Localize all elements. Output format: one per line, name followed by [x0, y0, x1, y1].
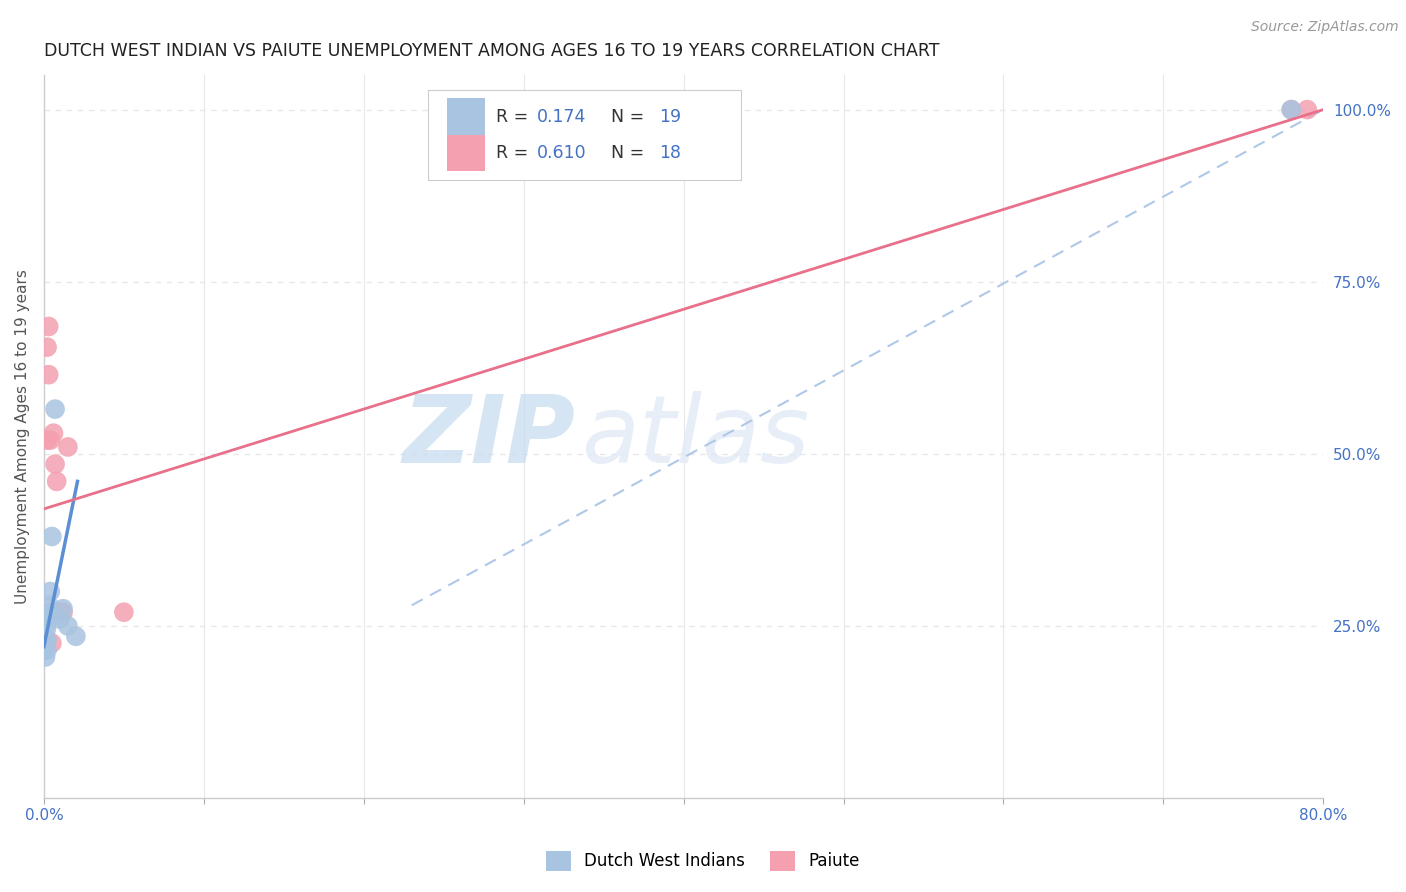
Point — [52, 601, 75, 615]
Text: N =: N = — [600, 145, 650, 162]
Point — [56, 440, 79, 454]
Point — [34, 640, 56, 654]
Point — [1279, 103, 1302, 117]
Point — [41, 636, 63, 650]
Point — [45, 475, 67, 489]
Point — [38, 599, 60, 613]
Text: R =: R = — [495, 145, 533, 162]
Text: Source: ZipAtlas.com: Source: ZipAtlas.com — [1251, 20, 1399, 34]
Text: 0.610: 0.610 — [537, 145, 586, 162]
Point — [34, 636, 56, 650]
FancyBboxPatch shape — [427, 90, 741, 180]
Point — [38, 319, 60, 334]
Point — [1279, 103, 1302, 117]
Text: DUTCH WEST INDIAN VS PAIUTE UNEMPLOYMENT AMONG AGES 16 TO 19 YEARS CORRELATION C: DUTCH WEST INDIAN VS PAIUTE UNEMPLOYMENT… — [44, 42, 939, 60]
Point — [34, 643, 56, 657]
Point — [1296, 103, 1319, 117]
Text: 18: 18 — [659, 145, 682, 162]
FancyBboxPatch shape — [447, 98, 485, 135]
Y-axis label: Unemployment Among Ages 16 to 19 years: Unemployment Among Ages 16 to 19 years — [15, 269, 30, 604]
Point — [44, 402, 66, 417]
Point — [42, 426, 65, 441]
Point — [39, 584, 62, 599]
Point — [34, 649, 56, 664]
Point — [35, 340, 58, 354]
Text: atlas: atlas — [581, 391, 810, 483]
Point — [38, 608, 60, 623]
Point — [49, 605, 72, 619]
Point — [56, 619, 79, 633]
Point — [42, 608, 65, 623]
Point — [38, 368, 60, 382]
Point — [49, 612, 72, 626]
Point — [34, 643, 56, 657]
Point — [35, 615, 58, 630]
Point — [65, 629, 87, 643]
Text: 19: 19 — [659, 108, 682, 126]
Text: ZIP: ZIP — [402, 391, 575, 483]
Point — [44, 457, 66, 471]
Point — [34, 636, 56, 650]
Text: R =: R = — [495, 108, 533, 126]
Point — [41, 529, 63, 543]
Point — [39, 605, 62, 619]
Point — [52, 605, 75, 619]
Text: N =: N = — [600, 108, 650, 126]
Legend: Dutch West Indians, Paiute: Dutch West Indians, Paiute — [537, 842, 869, 880]
Text: 0.174: 0.174 — [537, 108, 586, 126]
FancyBboxPatch shape — [447, 135, 485, 171]
Point — [35, 632, 58, 647]
Point — [35, 433, 58, 447]
Point — [39, 433, 62, 447]
Point — [35, 623, 58, 637]
Point — [112, 605, 135, 619]
Point — [35, 643, 58, 657]
